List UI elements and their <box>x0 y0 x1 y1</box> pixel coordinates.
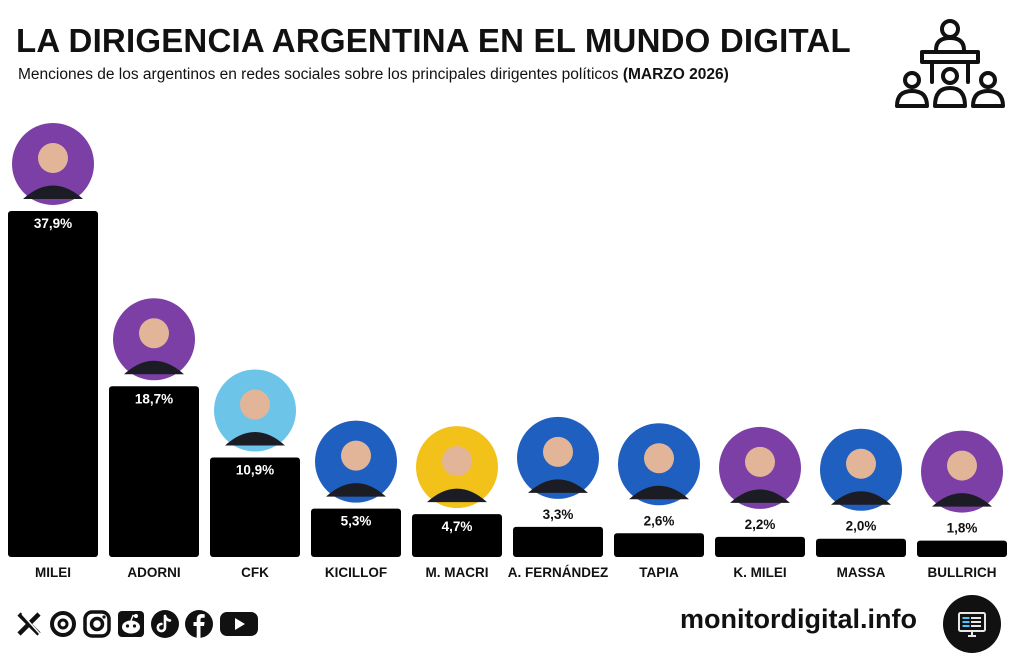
bar-group: 1,8% BULLRICH <box>917 430 1007 580</box>
tiktok-icon[interactable] <box>150 609 180 639</box>
avatar <box>214 369 296 452</box>
data-label: 2,0% <box>846 519 877 534</box>
avatar <box>517 416 599 499</box>
category-label: MASSA <box>837 565 886 580</box>
subtitle-text: Menciones de los argentinos en redes soc… <box>18 66 623 83</box>
data-label: 5,3% <box>341 514 372 529</box>
category-label: BULLRICH <box>928 565 997 580</box>
monitor-icon <box>943 595 1001 653</box>
bar-group: 10,9% CFK <box>210 369 300 580</box>
threads-icon[interactable] <box>48 609 78 639</box>
bar-group: 4,7% M. MACRI <box>412 426 502 580</box>
bar-group: 37,9% MILEI <box>8 122 98 580</box>
data-label: 18,7% <box>135 391 173 406</box>
site-url[interactable]: monitordigital.info <box>680 604 917 634</box>
data-label: 37,9% <box>34 216 72 231</box>
x-icon[interactable] <box>14 609 44 639</box>
data-label: 4,7% <box>442 519 473 534</box>
data-label: 2,2% <box>745 517 776 532</box>
bar-tapia <box>614 533 704 557</box>
category-label: A. FERNÁNDEZ <box>508 565 609 580</box>
chart-subtitle: Menciones de los argentinos en redes soc… <box>18 66 729 84</box>
avatar <box>921 430 1003 513</box>
social-icons <box>14 606 260 642</box>
bar-cfk <box>210 457 300 557</box>
facebook-icon[interactable] <box>184 609 214 639</box>
avatar <box>719 426 801 509</box>
instagram-icon[interactable] <box>82 609 112 639</box>
bar-kicillof <box>311 508 401 557</box>
avatar <box>113 298 195 381</box>
chart-title: LA DIRIGENCIA ARGENTINA EN EL MUNDO DIGI… <box>16 22 851 59</box>
avatar <box>618 423 700 506</box>
avatar <box>315 420 397 503</box>
category-label: MILEI <box>35 565 71 580</box>
category-label: K. MILEI <box>733 565 786 580</box>
category-label: M. MACRI <box>426 565 489 580</box>
bar-bullrich <box>917 540 1007 557</box>
bar-k-milei <box>715 536 805 557</box>
avatar <box>820 428 902 511</box>
category-label: TAPIA <box>639 565 679 580</box>
conference-icon <box>895 19 1005 108</box>
bar-group: 3,3% A. FERNÁNDEZ <box>508 416 609 580</box>
bar-group: 2,0% MASSA <box>816 428 906 580</box>
avatar <box>416 426 498 509</box>
subtitle-date: (MARZO 2026) <box>622 66 729 83</box>
bar-group: 2,2% K. MILEI <box>715 426 805 580</box>
category-label: KICILLOF <box>325 565 387 580</box>
bar-massa <box>816 538 906 557</box>
data-label: 3,3% <box>543 507 574 522</box>
bar-group: 2,6% TAPIA <box>614 423 704 580</box>
reddit-icon[interactable] <box>116 609 146 639</box>
youtube-icon[interactable] <box>218 609 260 639</box>
avatar <box>12 122 94 205</box>
bar-group: 5,3% KICILLOF <box>311 420 401 580</box>
bar-group: 18,7% ADORNI <box>109 298 199 580</box>
category-label: CFK <box>241 565 269 580</box>
data-label: 10,9% <box>236 462 274 477</box>
category-label: ADORNI <box>127 565 180 580</box>
bar-a-fern-ndez <box>513 526 603 557</box>
bar-milei <box>8 210 98 557</box>
bar-adorni <box>109 386 199 557</box>
bar-m-macri <box>412 514 502 557</box>
data-label: 2,6% <box>644 513 675 528</box>
data-label: 1,8% <box>947 521 978 536</box>
